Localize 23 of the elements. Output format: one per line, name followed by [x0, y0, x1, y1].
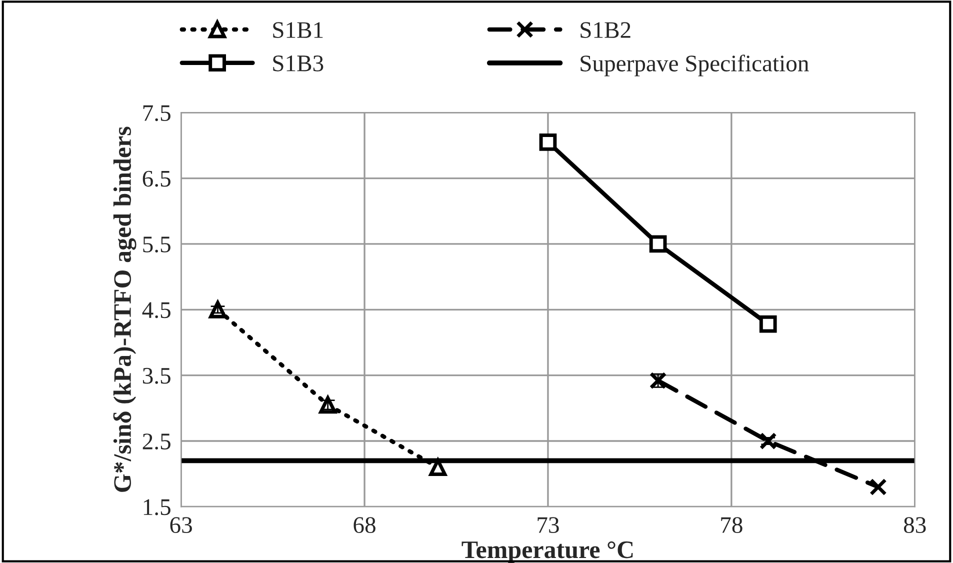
x-tick-label: 73 — [538, 517, 559, 534]
x-tick-label: 83 — [904, 517, 926, 534]
x-tick-label: 63 — [170, 517, 192, 534]
legend-label: S1B2 — [580, 22, 630, 38]
y-tick-label: 3.5 — [142, 368, 170, 384]
point — [759, 432, 777, 450]
y-tick-label: 5.5 — [143, 236, 170, 252]
y-tick-label: 4.5 — [142, 302, 170, 318]
legend-label: S1B3 — [273, 56, 324, 72]
y-tick-label: 6.5 — [142, 170, 170, 187]
x-tick-label: 68 — [354, 517, 376, 534]
y-tick-label: 2.5 — [142, 434, 170, 450]
x-axis-title: Temperature °C — [462, 541, 633, 563]
legend-label: S1B1 — [273, 22, 323, 38]
point — [870, 478, 887, 496]
point — [539, 133, 557, 151]
x-tick-label: 78 — [721, 517, 742, 534]
point — [649, 235, 667, 253]
legend-label: Superpave Specification — [580, 54, 809, 76]
point — [759, 315, 777, 333]
y-tick-label: 1.5 — [144, 499, 170, 516]
y-axis-title: G*/sinδ (kPa)-RTFO aged binders — [113, 126, 136, 492]
y-tick-label: 7.5 — [143, 105, 170, 122]
